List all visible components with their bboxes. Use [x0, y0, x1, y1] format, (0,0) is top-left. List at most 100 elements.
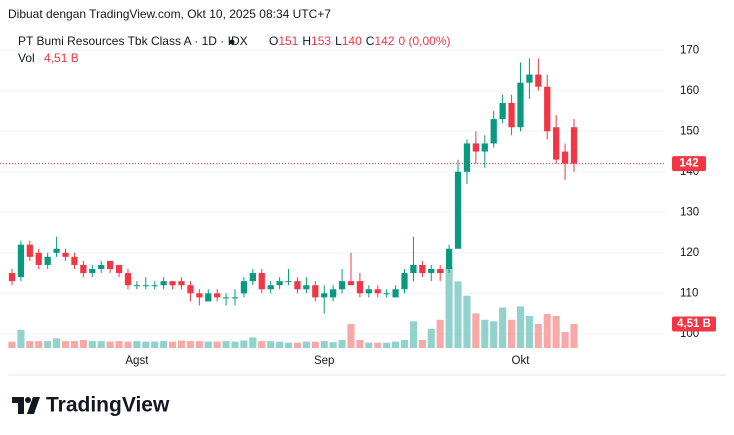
- volume-bar: [70, 341, 79, 348]
- volume-bar: [302, 341, 310, 348]
- volume-bar: [499, 307, 507, 348]
- volume-bar: [543, 313, 551, 348]
- candle-body: [222, 297, 230, 299]
- volume-bar: [534, 324, 542, 348]
- price-tag: [672, 156, 706, 172]
- candle-body: [258, 273, 265, 290]
- volume-bar: [151, 341, 159, 348]
- volume-bar: [392, 341, 400, 348]
- candle-body: [214, 293, 221, 298]
- volume-value: 4,51 B: [44, 51, 79, 65]
- candle-body: [365, 289, 372, 294]
- price-tag-label: 142: [679, 158, 698, 170]
- candle-body: [53, 248, 60, 253]
- volume-bar: [418, 340, 426, 348]
- candle-body: [312, 285, 319, 298]
- candle-body: [98, 264, 105, 270]
- volume-bar: [124, 341, 132, 348]
- volume-bar: [561, 332, 569, 348]
- volume-bar: [61, 341, 70, 348]
- candle-body: [517, 82, 524, 128]
- candle-body: [178, 281, 185, 286]
- volume-tag-label: 4,51 B: [677, 318, 711, 330]
- candle-body: [231, 297, 239, 299]
- y-tick-label: 110: [680, 287, 698, 299]
- volume-bar: [79, 340, 87, 348]
- volume-bar: [383, 342, 391, 348]
- volume-bar: [142, 341, 150, 348]
- candle-body: [285, 281, 292, 283]
- candle-body: [445, 248, 453, 270]
- candle-body: [26, 244, 33, 257]
- volume-bar: [249, 337, 257, 348]
- candle-body: [89, 269, 96, 274]
- candle-body: [240, 281, 248, 294]
- symbol-name: PT Bumi Resources Tbk Class A · 1D · IDX: [18, 34, 248, 48]
- candle-body: [410, 264, 417, 274]
- volume-bar: [516, 306, 525, 348]
- volume-bar: [472, 313, 480, 348]
- candle-body: [463, 143, 471, 172]
- candle-body: [62, 252, 69, 257]
- volume-bar: [347, 324, 355, 348]
- volume-bar: [463, 295, 471, 348]
- volume-bar: [507, 319, 516, 348]
- volume-bar: [97, 341, 105, 348]
- volume-bar: [240, 340, 248, 348]
- candle-body: [80, 264, 87, 274]
- volume-bar: [552, 316, 560, 348]
- volume-bar: [88, 341, 96, 348]
- volume-bar: [53, 338, 61, 348]
- volume-bar: [400, 340, 409, 348]
- volume-bar: [374, 342, 382, 348]
- candle-body: [499, 102, 506, 120]
- volume-bar: [276, 341, 284, 348]
- candle-body: [383, 293, 390, 295]
- volume-bar: [481, 319, 489, 348]
- volume-bar: [115, 341, 123, 348]
- candle-body: [8, 273, 16, 282]
- volume-bar: [356, 340, 364, 348]
- candle-body: [160, 281, 167, 286]
- volume-bar: [329, 342, 337, 348]
- candle-body: [267, 285, 274, 290]
- candle-body: [133, 285, 141, 287]
- candle-body: [249, 273, 256, 282]
- candle-body: [196, 293, 203, 298]
- legend-letter: C: [366, 34, 375, 48]
- candle-body: [187, 285, 194, 294]
- volume-bar: [267, 341, 275, 348]
- volume-bar: [186, 341, 194, 348]
- market-status: [229, 39, 235, 45]
- volume-bar: [525, 316, 533, 348]
- candle-body: [526, 74, 533, 83]
- volume-bar: [445, 267, 453, 348]
- candle-body: [115, 264, 123, 274]
- volume-bar: [570, 323, 578, 348]
- volume-bar: [454, 281, 462, 348]
- volume-bar: [311, 341, 319, 348]
- volume-bar: [222, 341, 230, 348]
- volume-bar: [35, 341, 43, 348]
- y-tick-label: 160: [680, 85, 699, 97]
- volume-bar: [8, 341, 16, 348]
- candle-body: [544, 86, 551, 132]
- volume-bar: [490, 321, 498, 348]
- legend-value: 142: [374, 34, 394, 48]
- volume-bar: [133, 341, 141, 348]
- volume-bar: [436, 319, 444, 348]
- legend-value: 151: [278, 34, 298, 48]
- volume-bar: [213, 341, 221, 348]
- candle-body: [17, 244, 25, 278]
- candle-body: [71, 256, 78, 265]
- volume-bar: [160, 341, 168, 348]
- y-tick-label: 120: [680, 247, 699, 259]
- volume-bar: [106, 341, 114, 348]
- candle-body: [437, 269, 444, 274]
- candle-body: [428, 269, 435, 274]
- candle-body: [35, 252, 42, 265]
- candle-body: [392, 289, 399, 298]
- candle-body: [107, 260, 114, 270]
